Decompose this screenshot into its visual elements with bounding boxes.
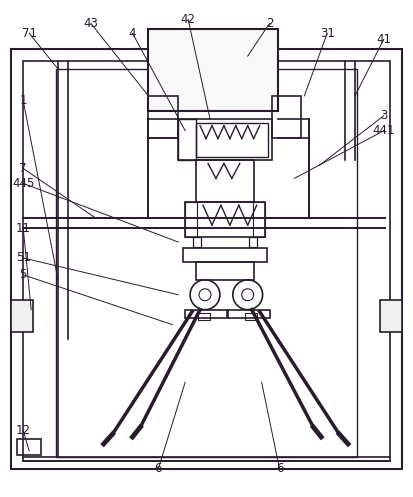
Text: 51: 51 xyxy=(16,251,31,264)
Bar xyxy=(196,123,268,157)
Bar xyxy=(245,313,256,320)
Text: 1: 1 xyxy=(19,94,27,107)
Text: 41: 41 xyxy=(376,33,391,46)
Text: 12: 12 xyxy=(16,424,31,437)
Bar xyxy=(183,248,267,262)
Bar xyxy=(196,262,254,280)
Bar xyxy=(198,313,210,320)
Bar xyxy=(185,202,265,237)
Text: 6: 6 xyxy=(154,462,162,475)
Text: 42: 42 xyxy=(180,13,196,26)
Bar xyxy=(178,119,196,161)
Text: 71: 71 xyxy=(22,27,37,40)
Bar xyxy=(193,237,201,247)
Text: 4: 4 xyxy=(129,27,136,40)
Bar xyxy=(11,300,33,331)
Text: 11: 11 xyxy=(16,222,31,235)
Bar xyxy=(249,237,256,247)
Text: 7: 7 xyxy=(19,162,27,175)
Bar xyxy=(148,29,278,111)
Bar xyxy=(185,202,197,237)
Bar xyxy=(228,310,270,318)
Text: 441: 441 xyxy=(373,124,395,137)
Text: 5: 5 xyxy=(19,268,27,281)
Bar xyxy=(178,119,272,161)
Text: 445: 445 xyxy=(12,177,34,190)
Bar xyxy=(11,49,402,469)
Bar xyxy=(196,161,254,202)
Bar xyxy=(56,69,357,457)
Text: 2: 2 xyxy=(266,17,273,30)
Bar xyxy=(23,61,390,461)
Bar xyxy=(17,439,41,455)
Text: 3: 3 xyxy=(380,109,387,122)
Text: 43: 43 xyxy=(83,17,98,30)
Bar xyxy=(148,96,178,138)
Bar xyxy=(380,300,402,331)
Bar xyxy=(253,202,265,237)
Text: 31: 31 xyxy=(320,27,335,40)
Bar xyxy=(185,310,227,318)
Bar xyxy=(272,96,301,138)
Text: 6: 6 xyxy=(276,462,283,475)
